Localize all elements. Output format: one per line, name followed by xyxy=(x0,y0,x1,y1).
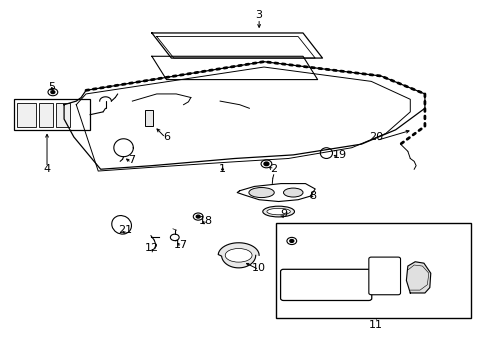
Text: 21: 21 xyxy=(118,225,132,235)
Ellipse shape xyxy=(266,208,290,215)
Text: 7: 7 xyxy=(127,155,135,165)
Text: 18: 18 xyxy=(198,216,212,226)
Text: 17: 17 xyxy=(174,239,188,249)
Text: 6: 6 xyxy=(163,132,170,142)
Ellipse shape xyxy=(225,248,251,262)
Polygon shape xyxy=(406,262,430,293)
Text: 15: 15 xyxy=(305,236,319,246)
Text: 16: 16 xyxy=(434,236,448,246)
Circle shape xyxy=(196,215,200,218)
Bar xyxy=(276,223,470,318)
Circle shape xyxy=(51,91,55,94)
Text: 20: 20 xyxy=(368,132,383,142)
Ellipse shape xyxy=(112,216,131,234)
Ellipse shape xyxy=(283,188,303,197)
Bar xyxy=(144,110,153,126)
Text: 11: 11 xyxy=(368,320,383,330)
Polygon shape xyxy=(218,243,259,268)
Text: 12: 12 xyxy=(144,243,159,253)
Text: 2: 2 xyxy=(270,164,277,174)
Bar xyxy=(56,103,70,127)
Circle shape xyxy=(264,162,268,166)
Bar xyxy=(14,99,90,130)
Text: 10: 10 xyxy=(252,263,265,273)
Ellipse shape xyxy=(262,206,294,217)
Ellipse shape xyxy=(320,148,332,158)
Text: 13: 13 xyxy=(393,236,407,246)
Text: 4: 4 xyxy=(43,164,50,174)
Bar xyxy=(39,103,53,127)
Text: 14: 14 xyxy=(349,281,363,291)
Text: 8: 8 xyxy=(308,191,316,201)
Polygon shape xyxy=(237,184,315,202)
FancyBboxPatch shape xyxy=(280,269,371,301)
FancyBboxPatch shape xyxy=(368,257,400,295)
Text: 9: 9 xyxy=(279,209,286,219)
Text: 19: 19 xyxy=(332,150,346,160)
Text: 1: 1 xyxy=(219,164,225,174)
Ellipse shape xyxy=(248,188,274,198)
Text: 3: 3 xyxy=(255,10,262,20)
Bar xyxy=(17,103,36,127)
Circle shape xyxy=(289,239,293,242)
Text: 5: 5 xyxy=(48,82,55,92)
